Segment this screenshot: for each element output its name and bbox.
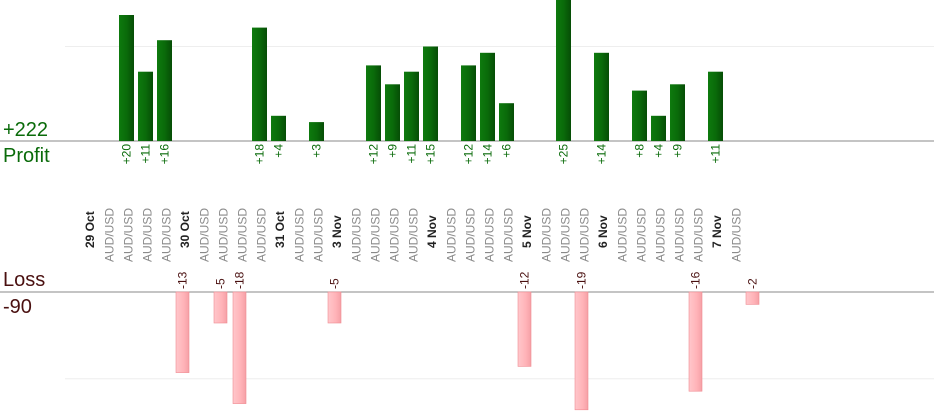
profit-total: +222 [3, 119, 49, 141]
profit-value-label: +15 [424, 144, 438, 165]
instrument-label: AUD/USD [122, 208, 136, 262]
profit-label: Profit [3, 145, 50, 167]
profit-value-label: +12 [462, 144, 476, 165]
instrument-label: AUD/USD [540, 208, 554, 262]
profit-value-label: +8 [633, 144, 647, 158]
date-label: 6 Nov [596, 215, 610, 248]
instrument-label: AUD/USD [578, 208, 592, 262]
instrument-label: AUD/USD [483, 208, 497, 262]
loss-value-label: -16 [689, 271, 703, 289]
instrument-label: AUD/USD [559, 208, 573, 262]
profit-value-label: +16 [158, 144, 172, 165]
profit-value-label: +20 [120, 144, 134, 165]
date-label: 30 Oct [178, 211, 192, 248]
profit-value-label: +14 [595, 144, 609, 165]
instrument-label: AUD/USD [445, 208, 459, 262]
profit-bar [480, 52, 495, 141]
profit-value-label: +12 [367, 144, 381, 165]
instrument-label: AUD/USD [730, 208, 744, 262]
profit-value-label: +3 [310, 144, 324, 158]
instrument-label: AUD/USD [141, 208, 155, 262]
loss-value-label: -5 [328, 278, 342, 289]
loss-bar [688, 291, 703, 392]
loss-value-label: -18 [233, 271, 247, 289]
loss-bar [175, 291, 190, 373]
profit-value-label: +11 [405, 144, 419, 164]
instrument-label: AUD/USD [635, 208, 649, 262]
date-label: 3 Nov [330, 215, 344, 248]
date-label: 29 Oct [83, 211, 97, 248]
instrument-label: AUD/USD [369, 208, 383, 262]
date-label: 4 Nov [425, 215, 439, 248]
profit-value-label: +9 [386, 144, 400, 158]
profit-bar [385, 84, 400, 141]
instrument-label: AUD/USD [616, 208, 630, 262]
loss-value-label: -2 [746, 278, 760, 289]
profit-bar [119, 15, 134, 141]
profit-value-label: +4 [652, 144, 666, 158]
profit-bar [404, 71, 419, 141]
loss-bar [232, 291, 247, 404]
instrument-label: AUD/USD [407, 208, 421, 262]
instrument-label: AUD/USD [350, 208, 364, 262]
loss-bar [327, 291, 342, 324]
profit-value-label: +14 [481, 144, 495, 165]
profit-bar [157, 40, 172, 142]
profit-value-label: +4 [272, 144, 286, 158]
profit-bar [556, 0, 571, 141]
loss-value-label: -12 [518, 271, 532, 289]
profit-bar [461, 65, 476, 141]
instrument-label: AUD/USD [293, 208, 307, 262]
profit-value-label: +6 [500, 144, 514, 158]
loss-value-label: -5 [214, 278, 228, 289]
instrument-label: AUD/USD [198, 208, 212, 262]
date-label: 5 Nov [520, 215, 534, 248]
profit-value-label: +9 [671, 144, 685, 158]
profit-bar [708, 71, 723, 141]
loss-value-label: -19 [575, 271, 589, 289]
profit-bar [309, 122, 324, 141]
instrument-label: AUD/USD [312, 208, 326, 262]
instrument-label: AUD/USD [236, 208, 250, 262]
profit-bar [271, 115, 286, 141]
instrument-label: AUD/USD [673, 208, 687, 262]
profit-value-label: +11 [709, 144, 723, 164]
loss-label: Loss [3, 269, 46, 291]
profit-value-label: +11 [139, 144, 153, 164]
instrument-label: AUD/USD [388, 208, 402, 262]
instrument-label: AUD/USD [255, 208, 269, 262]
profit-bar [499, 103, 514, 141]
loss-bar [517, 291, 532, 367]
instrument-label: AUD/USD [160, 208, 174, 262]
instrument-label: AUD/USD [502, 208, 516, 262]
profit-bar [423, 46, 438, 141]
loss-value-label: -13 [176, 271, 190, 289]
profit-bar [670, 84, 685, 141]
profit-value-label: +25 [557, 144, 571, 165]
profit-bar [594, 52, 609, 141]
profit-bar [366, 65, 381, 141]
instrument-label: AUD/USD [654, 208, 668, 262]
profit-value-label: +18 [253, 144, 267, 165]
profit-bar [651, 115, 666, 141]
date-label: 7 Nov [710, 215, 724, 248]
loss-total: -90 [3, 296, 32, 318]
loss-bar [213, 291, 228, 324]
profit-bar [632, 90, 647, 141]
date-label: 31 Oct [273, 211, 287, 248]
loss-bar [574, 291, 589, 411]
instrument-label: AUD/USD [692, 208, 706, 262]
instrument-label: AUD/USD [464, 208, 478, 262]
instrument-label: AUD/USD [103, 208, 117, 262]
profit-bar [252, 27, 267, 142]
profit-bar [138, 71, 153, 141]
loss-bar [745, 291, 760, 305]
instrument-label: AUD/USD [217, 208, 231, 262]
